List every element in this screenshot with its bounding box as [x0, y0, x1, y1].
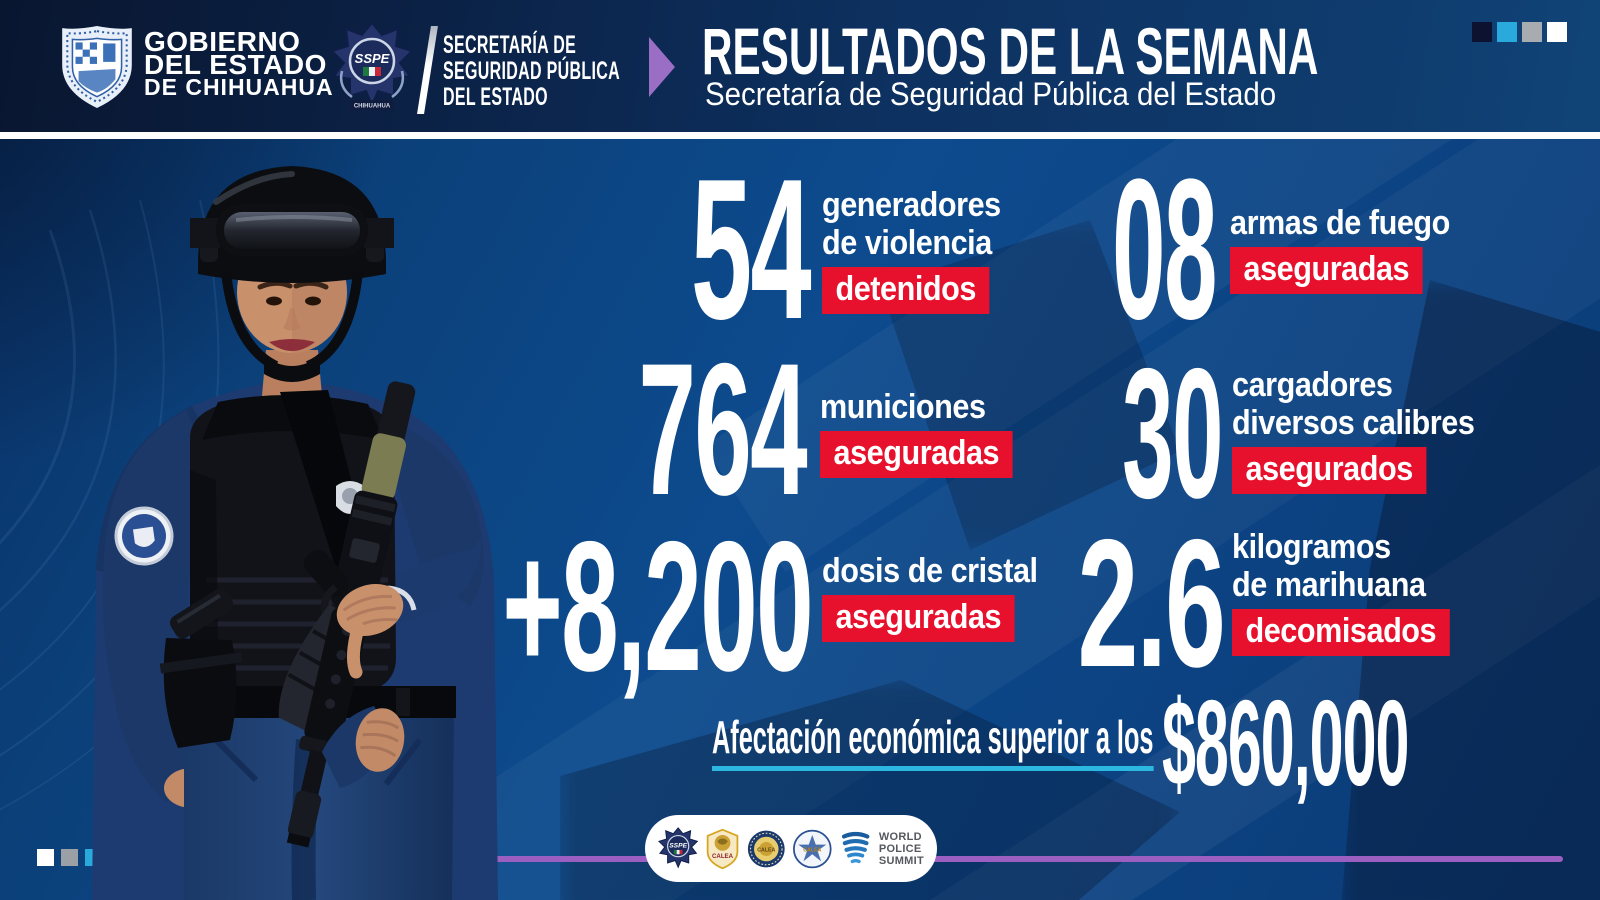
stat-value-detenidos: 54 — [690, 138, 812, 361]
stat-labels-cargadores: cargadores diversos calibres asegurados — [1232, 366, 1475, 494]
gobierno-line3: DE CHIHUAHUA — [144, 74, 334, 100]
stat-labels-dosis: dosis de cristal aseguradas — [822, 552, 1038, 642]
stat-label: de marihuana — [1232, 566, 1426, 604]
sspe-badge-text: SSPE — [355, 51, 390, 66]
secretaria-line2: SEGURIDAD PÚBLICA — [443, 57, 621, 85]
stat-badge: detenidos — [822, 267, 990, 314]
stat-value-municiones: 764 — [638, 324, 807, 534]
square-gray — [1522, 22, 1542, 42]
stat-labels-municiones: municiones aseguradas — [820, 388, 1013, 478]
stat-value-cargadores: 30 — [1122, 331, 1223, 537]
square-cyan — [1497, 22, 1517, 42]
wps-line3: SUMMIT — [878, 854, 924, 867]
calea-shield-text: CALEA — [712, 852, 734, 859]
stat-label: generadores — [822, 186, 1001, 224]
calea-shield-badge: CALEA — [707, 828, 739, 869]
world-police-summit-logo — [841, 831, 869, 863]
stat-badge: aseguradas — [820, 431, 1013, 478]
stat-badge: decomisados — [1232, 609, 1450, 656]
calea-round-text: CALEA — [758, 847, 776, 853]
gobierno-line2: DEL ESTADO — [144, 49, 327, 80]
wps-line1: WORLD — [878, 830, 922, 843]
stat-value-armas: 08 — [1112, 138, 1217, 361]
stat-labels-detenidos: generadores de violencia detenidos — [822, 186, 1001, 314]
gobierno-text: GOBIERNO DEL ESTADO DE CHIHUAHUA — [144, 26, 334, 100]
secretaria-line1: SECRETARÍA DE — [443, 31, 577, 59]
header-separator-line — [0, 132, 1600, 139]
stat-badge: asegurados — [1232, 447, 1427, 494]
economic-label: Afectación económica superior a los — [712, 714, 1154, 771]
stat-label: armas de fuego — [1230, 204, 1450, 242]
gobierno-line1: GOBIERNO — [144, 26, 301, 57]
square-white — [1547, 22, 1567, 42]
calea-star-badge: CALEA — [792, 829, 832, 868]
play-arrow-icon — [649, 37, 675, 97]
stat-label: kilogramos — [1232, 528, 1391, 566]
sspe-badge-banner: CHIHUAHUA — [354, 104, 391, 110]
stat-label: diversos calibres — [1232, 404, 1475, 442]
stat-badge: aseguradas — [822, 595, 1015, 642]
wps-line2: POLICE — [878, 842, 922, 855]
secretaria-line3: DEL ESTADO — [443, 83, 548, 111]
chihuahua-state-shield-logo — [62, 26, 132, 108]
stat-badge: aseguradas — [1230, 247, 1423, 294]
calea-round-badge: CALEA — [748, 830, 786, 867]
world-police-summit-text: WORLD POLICE SUMMIT — [879, 831, 924, 867]
police-officer-photo — [92, 166, 498, 900]
header-bar: GOBIERNO DEL ESTADO DE CHIHUAHUA SSPE CH… — [0, 0, 1600, 132]
square-navy — [1472, 22, 1492, 42]
header-divider — [417, 26, 438, 114]
stat-value-marihuana: 2.6 — [1077, 501, 1226, 705]
sspe-footer-badge: SSPE — [658, 826, 699, 868]
stat-label: municiones — [820, 388, 986, 426]
stat-label: cargadores — [1232, 366, 1393, 404]
economic-amount: $860,000 — [1162, 675, 1409, 811]
page-subtitle: Secretaría de Seguridad Pública del Esta… — [705, 76, 1277, 112]
stat-label: dosis de cristal — [822, 552, 1038, 590]
sspe-footer-text: SSPE — [669, 842, 687, 849]
calea-star-text: CALEA — [803, 847, 821, 853]
stat-label: de violencia — [822, 224, 992, 262]
stat-labels-marihuana: kilogramos de marihuana decomisados — [1232, 528, 1450, 656]
stat-value-dosis: +8,200 — [502, 504, 813, 710]
sspe-badge-logo: SSPE CHIHUAHUA — [330, 21, 414, 110]
footer-logos-pill: SSPE CALEA CALEA CALEA — [645, 815, 937, 882]
secretaria-text: SECRETARÍA DE SEGURIDAD PÚBLICA DEL ESTA… — [443, 32, 620, 110]
stat-labels-armas: armas de fuego aseguradas — [1230, 204, 1450, 294]
page-title: RESULTADOS DE LA SEMANA — [702, 14, 1319, 88]
